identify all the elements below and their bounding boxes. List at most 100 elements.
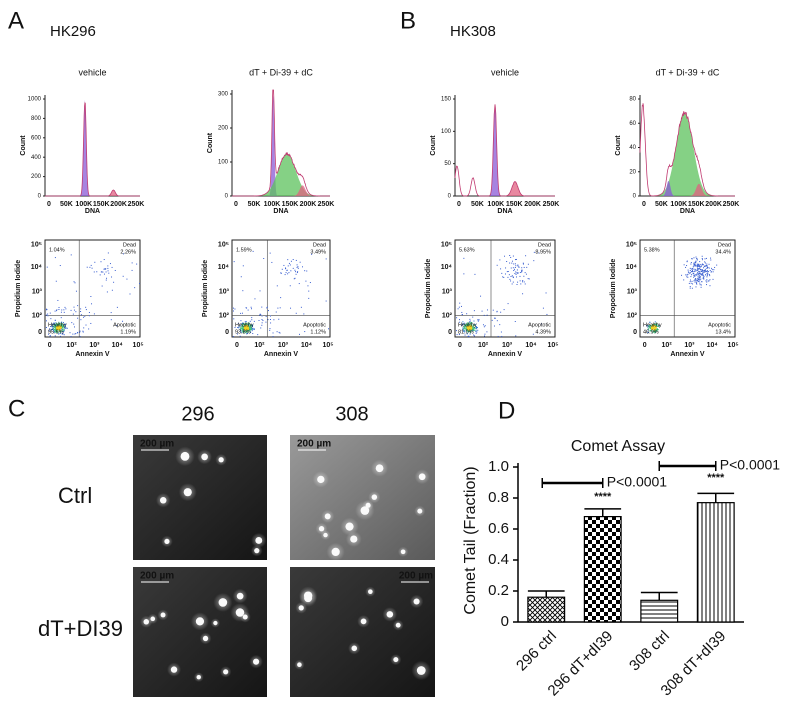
- comet-nucleus: [180, 451, 190, 461]
- cell-dot: [45, 320, 47, 322]
- cell-dot: [79, 336, 81, 338]
- cell-dot: [474, 329, 476, 331]
- cell-dot: [709, 274, 711, 276]
- cell-dot: [276, 331, 278, 333]
- cell-dot: [244, 330, 246, 332]
- cell-dot: [74, 333, 76, 335]
- hist-x-tick-label: 250K: [723, 201, 740, 208]
- cell-dot: [646, 325, 648, 327]
- cell-dot: [654, 331, 656, 333]
- cell-dot: [708, 267, 710, 269]
- cell-dot: [697, 263, 699, 265]
- cell-dot: [54, 326, 56, 328]
- cell-dot: [242, 290, 244, 292]
- cell-dot: [546, 313, 548, 315]
- dot-x-tick-label: 0: [458, 342, 462, 349]
- quadrant-value: 2.26%: [120, 249, 136, 255]
- hist-x-tick-label: 100K: [264, 201, 281, 208]
- dot-y-label: Propodium Iodide: [425, 259, 432, 319]
- cell-dot: [58, 327, 60, 329]
- cell-dot: [248, 325, 250, 327]
- cell-dot: [253, 320, 255, 322]
- quadrant-label: Healthy: [235, 322, 254, 328]
- comet-nucleus: [360, 618, 367, 625]
- cell-dot: [467, 328, 469, 330]
- cell-dot: [267, 319, 269, 321]
- cell-dot: [109, 263, 111, 265]
- cell-dot: [704, 261, 706, 263]
- cell-dot: [50, 326, 52, 328]
- cell-dot: [100, 271, 102, 273]
- hist-y-tick-label: 80: [629, 97, 636, 103]
- cell-dot: [51, 323, 53, 325]
- cell-dot: [58, 325, 60, 327]
- cell-dot: [251, 324, 253, 326]
- cell-dot: [472, 330, 474, 332]
- cell-dot: [64, 326, 66, 328]
- cell-dot: [265, 321, 267, 323]
- dot-x-label: Annexin V: [670, 351, 705, 358]
- cell-dot: [111, 266, 113, 268]
- cell-dot: [56, 330, 58, 332]
- cell-dot: [507, 270, 509, 272]
- hist-fill: [232, 185, 330, 196]
- cell-dot: [53, 329, 55, 331]
- cell-dot: [691, 280, 693, 282]
- cell-dot: [532, 333, 534, 335]
- cell-dot: [90, 296, 92, 298]
- cell-dot: [287, 265, 289, 267]
- cell-dot: [699, 267, 701, 269]
- cell-dot: [116, 325, 118, 327]
- cell-dot: [468, 326, 470, 328]
- cell-dot: [474, 325, 476, 327]
- cell-dot: [79, 331, 81, 333]
- hist-y-tick-label: 0: [448, 194, 452, 200]
- quadrant-value: 1.59%: [236, 247, 252, 253]
- cell-dot: [649, 326, 651, 328]
- stars: ****: [707, 472, 725, 484]
- cell-dot: [55, 328, 57, 330]
- dot-x-tick-label: 10³: [684, 342, 695, 349]
- cell-dot: [65, 308, 67, 310]
- cell-dot: [61, 326, 63, 328]
- cell-dot: [698, 273, 700, 275]
- cell-dot: [244, 321, 246, 323]
- cell-dot: [239, 329, 241, 331]
- cell-dot: [695, 282, 697, 284]
- dot-x-tick-label: 10⁵: [323, 342, 334, 349]
- cell-dot: [652, 325, 654, 327]
- cell-dot: [694, 275, 696, 277]
- cell-dot: [465, 325, 467, 327]
- cell-dot: [500, 331, 502, 333]
- cell-dot: [683, 264, 685, 266]
- cell-dot: [698, 270, 700, 272]
- cell-dot: [522, 262, 524, 264]
- cell-dot: [702, 263, 704, 265]
- cell-dot: [131, 262, 133, 264]
- cell-dot: [290, 260, 292, 262]
- cell-dot: [250, 326, 252, 328]
- cell-dot: [101, 285, 103, 287]
- cell-dot: [701, 255, 703, 257]
- cell-dot: [240, 327, 242, 329]
- quadrant-label: Healthy: [458, 322, 477, 328]
- cell-dot: [61, 324, 63, 326]
- cell-dot: [695, 264, 697, 266]
- cell-dot: [468, 325, 470, 327]
- cell-dot: [456, 317, 458, 319]
- cell-dot: [484, 325, 486, 327]
- cell-dot: [480, 295, 482, 297]
- cell-dot: [706, 279, 708, 281]
- cell-dot: [706, 273, 708, 275]
- cell-dot: [693, 268, 695, 270]
- cell-dot: [689, 273, 691, 275]
- dot-x-tick-label: 10⁵: [133, 342, 144, 349]
- cell-dot: [108, 272, 110, 274]
- cell-dot: [500, 311, 502, 313]
- cell-dot: [526, 266, 528, 268]
- cell-dot: [463, 273, 465, 275]
- dot-y-tick-label: 10⁵: [626, 242, 637, 249]
- cell-dot: [59, 325, 61, 327]
- cell-dot: [699, 261, 701, 263]
- comet-nucleus: [318, 526, 325, 532]
